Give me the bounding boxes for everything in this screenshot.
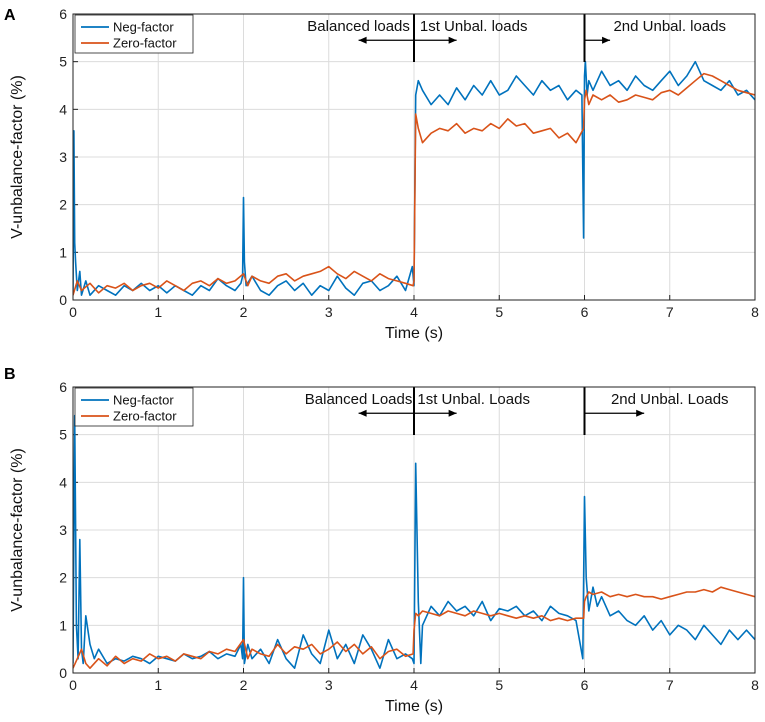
- y-axis-label: V-unbalance-factor (%): [9, 448, 26, 612]
- series-line-zero-factor: [73, 586, 755, 670]
- annotation-arrowhead: [602, 36, 611, 44]
- legend-label: Zero-factor: [113, 409, 177, 424]
- annotation-arrowhead: [358, 36, 367, 44]
- x-tick-label: 7: [666, 677, 674, 693]
- legend-label: Zero-factor: [113, 36, 177, 51]
- annotation-arrowhead: [636, 409, 645, 417]
- x-tick-label: 6: [581, 677, 589, 693]
- y-tick-label: 4: [59, 474, 67, 490]
- x-tick-label: 3: [325, 304, 333, 320]
- panel-letter: B: [4, 366, 16, 383]
- x-axis-label: Time (s): [385, 325, 443, 342]
- x-tick-label: 6: [581, 304, 589, 320]
- y-tick-label: 1: [59, 244, 67, 260]
- region-annotation: Balanced Loads: [305, 391, 413, 408]
- x-tick-label: 4: [410, 304, 418, 320]
- series-line-zero-factor: [73, 72, 755, 296]
- region-annotation: 1st Unbal. loads: [420, 18, 528, 35]
- y-tick-label: 2: [59, 197, 67, 213]
- panel-a: A 0 1 2 3 4 5 6 7 8 0 1 2 3 4 5 6 Time (s) V-unbalance-fac…: [4, 6, 759, 342]
- x-tick-label: 1: [154, 304, 162, 320]
- panel-b: B 0 1 2 3 4 5 6 7 8 0 1 2 3 4 5 6 Time (s) V-unbalance-fac…: [4, 366, 759, 715]
- x-tick-label: 4: [410, 677, 418, 693]
- x-tick-label: 3: [325, 677, 333, 693]
- y-tick-label: 0: [59, 292, 67, 308]
- y-tick-label: 6: [59, 6, 67, 22]
- annotation-arrowhead: [448, 36, 457, 44]
- y-tick-label: 6: [59, 379, 67, 395]
- x-axis-label: Time (s): [385, 698, 443, 715]
- y-tick-label: 2: [59, 570, 67, 586]
- x-tick-label: 8: [751, 304, 759, 320]
- x-tick-label: 2: [240, 677, 248, 693]
- y-tick-label: 3: [59, 522, 67, 538]
- legend: [74, 387, 194, 427]
- region-annotation: Balanced loads: [307, 18, 410, 35]
- x-tick-label: 2: [240, 304, 248, 320]
- annotation-arrowhead: [448, 409, 457, 417]
- legend: [74, 14, 194, 54]
- y-axis-label: V-unbalance-factor (%): [9, 75, 26, 239]
- x-tick-label: 8: [751, 677, 759, 693]
- axes-frame: [72, 386, 756, 674]
- y-tick-label: 4: [59, 101, 67, 117]
- x-tick-label: 5: [495, 677, 503, 693]
- y-tick-label: 5: [59, 427, 67, 443]
- region-annotation: 2nd Unbal. loads: [613, 18, 726, 35]
- legend-label: Neg-factor: [113, 393, 174, 408]
- y-tick-label: 1: [59, 617, 67, 633]
- x-tick-label: 7: [666, 304, 674, 320]
- y-tick-label: 0: [59, 665, 67, 681]
- x-tick-label: 0: [69, 677, 77, 693]
- region-annotation: 2nd Unbal. Loads: [611, 391, 729, 408]
- panel-letter: A: [4, 7, 16, 24]
- x-tick-label: 0: [69, 304, 77, 320]
- series-line-neg-factor: [73, 60, 755, 297]
- annotation-arrowhead: [358, 409, 367, 417]
- y-tick-label: 3: [59, 149, 67, 165]
- legend-label: Neg-factor: [113, 20, 174, 35]
- y-tick-label: 5: [59, 54, 67, 70]
- x-tick-label: 5: [495, 304, 503, 320]
- axes-frame: [72, 13, 756, 301]
- region-annotation: 1st Unbal. Loads: [417, 391, 530, 408]
- x-tick-label: 1: [154, 677, 162, 693]
- series-line-neg-factor: [73, 414, 755, 670]
